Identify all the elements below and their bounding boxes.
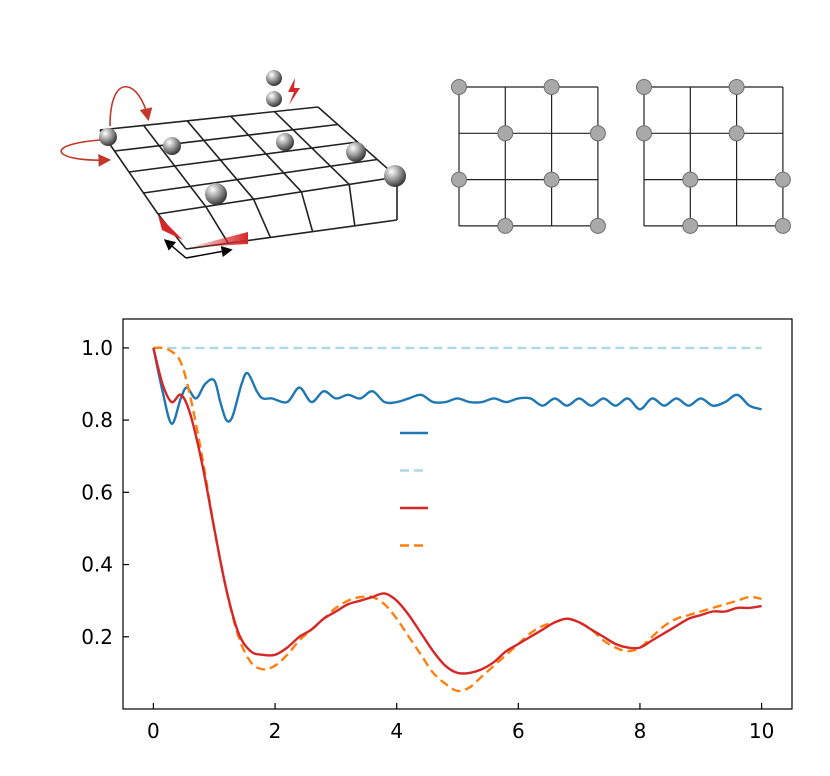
perspective-lattice-grid bbox=[99, 106, 398, 250]
atom bbox=[205, 183, 227, 205]
site-marker bbox=[636, 125, 652, 142]
lattice-line bbox=[157, 176, 398, 215]
site-marker bbox=[497, 217, 514, 234]
site-marker bbox=[543, 79, 560, 95]
site-marker bbox=[728, 79, 745, 95]
site-marker bbox=[728, 125, 745, 142]
atom bbox=[163, 137, 181, 155]
site-marker bbox=[774, 171, 791, 188]
plot-frame bbox=[122, 318, 793, 710]
site-marker bbox=[543, 171, 560, 188]
lattice-line bbox=[114, 123, 338, 152]
lattice-line bbox=[205, 206, 229, 244]
site-marker bbox=[682, 171, 699, 188]
site-marker bbox=[774, 217, 791, 234]
grid-pattern-b bbox=[636, 79, 791, 234]
x-tick-label: 2 bbox=[269, 719, 282, 743]
lattice-line bbox=[143, 158, 378, 194]
atom bbox=[266, 91, 282, 107]
series-layer bbox=[152, 346, 762, 693]
y-tick-label: 0.8 bbox=[81, 408, 113, 432]
y-axis-ticks: 0.2 0.4 0.6 0.8 1.0 bbox=[81, 336, 129, 649]
site-marker bbox=[497, 125, 514, 142]
lightning-icon bbox=[288, 78, 300, 105]
lattice-line bbox=[252, 198, 272, 238]
site-marker bbox=[451, 171, 467, 188]
x-tick-label: 6 bbox=[512, 719, 525, 743]
lattice-line bbox=[128, 141, 358, 173]
series-line-3 bbox=[152, 347, 762, 675]
drive-arrow-red bbox=[60, 139, 112, 167]
atom bbox=[276, 133, 294, 151]
tilt-marker-bottom bbox=[186, 232, 248, 248]
series-line-4 bbox=[153, 346, 762, 693]
atom bbox=[99, 128, 117, 146]
hop-arrow-red bbox=[109, 85, 153, 127]
axis-arrow-right bbox=[185, 245, 233, 259]
site-marker bbox=[589, 217, 606, 234]
lattice-atoms bbox=[99, 70, 406, 205]
grid-pattern-a bbox=[451, 79, 606, 234]
legend bbox=[400, 431, 428, 547]
y-tick-label: 1.0 bbox=[81, 336, 113, 360]
y-tick-label: 0.2 bbox=[81, 625, 113, 649]
lattice-line bbox=[99, 106, 319, 131]
x-tick-label: 8 bbox=[634, 719, 647, 743]
tilt-marker-left bbox=[158, 215, 183, 240]
atom bbox=[346, 142, 366, 162]
x-tick-label: 4 bbox=[390, 719, 403, 743]
axis-arrow-left bbox=[163, 239, 187, 259]
site-marker bbox=[589, 125, 606, 142]
site-marker bbox=[636, 79, 652, 95]
atom bbox=[266, 70, 282, 86]
x-tick-label: 0 bbox=[147, 719, 160, 743]
chart: 0.2 0.4 0.6 0.8 1.0 0 2 4 6 8 10 bbox=[81, 318, 793, 743]
lattice-line bbox=[300, 191, 314, 232]
lattice-illustration bbox=[60, 70, 406, 259]
y-tick-label: 0.4 bbox=[81, 553, 113, 577]
x-tick-label: 10 bbox=[749, 719, 774, 743]
site-marker bbox=[451, 79, 467, 95]
x-axis-ticks: 0 2 4 6 8 10 bbox=[147, 703, 774, 743]
lattice-line bbox=[348, 184, 356, 226]
series-line-1 bbox=[152, 347, 762, 425]
atom bbox=[384, 165, 406, 187]
y-tick-label: 0.6 bbox=[81, 480, 113, 504]
site-marker bbox=[682, 217, 699, 234]
